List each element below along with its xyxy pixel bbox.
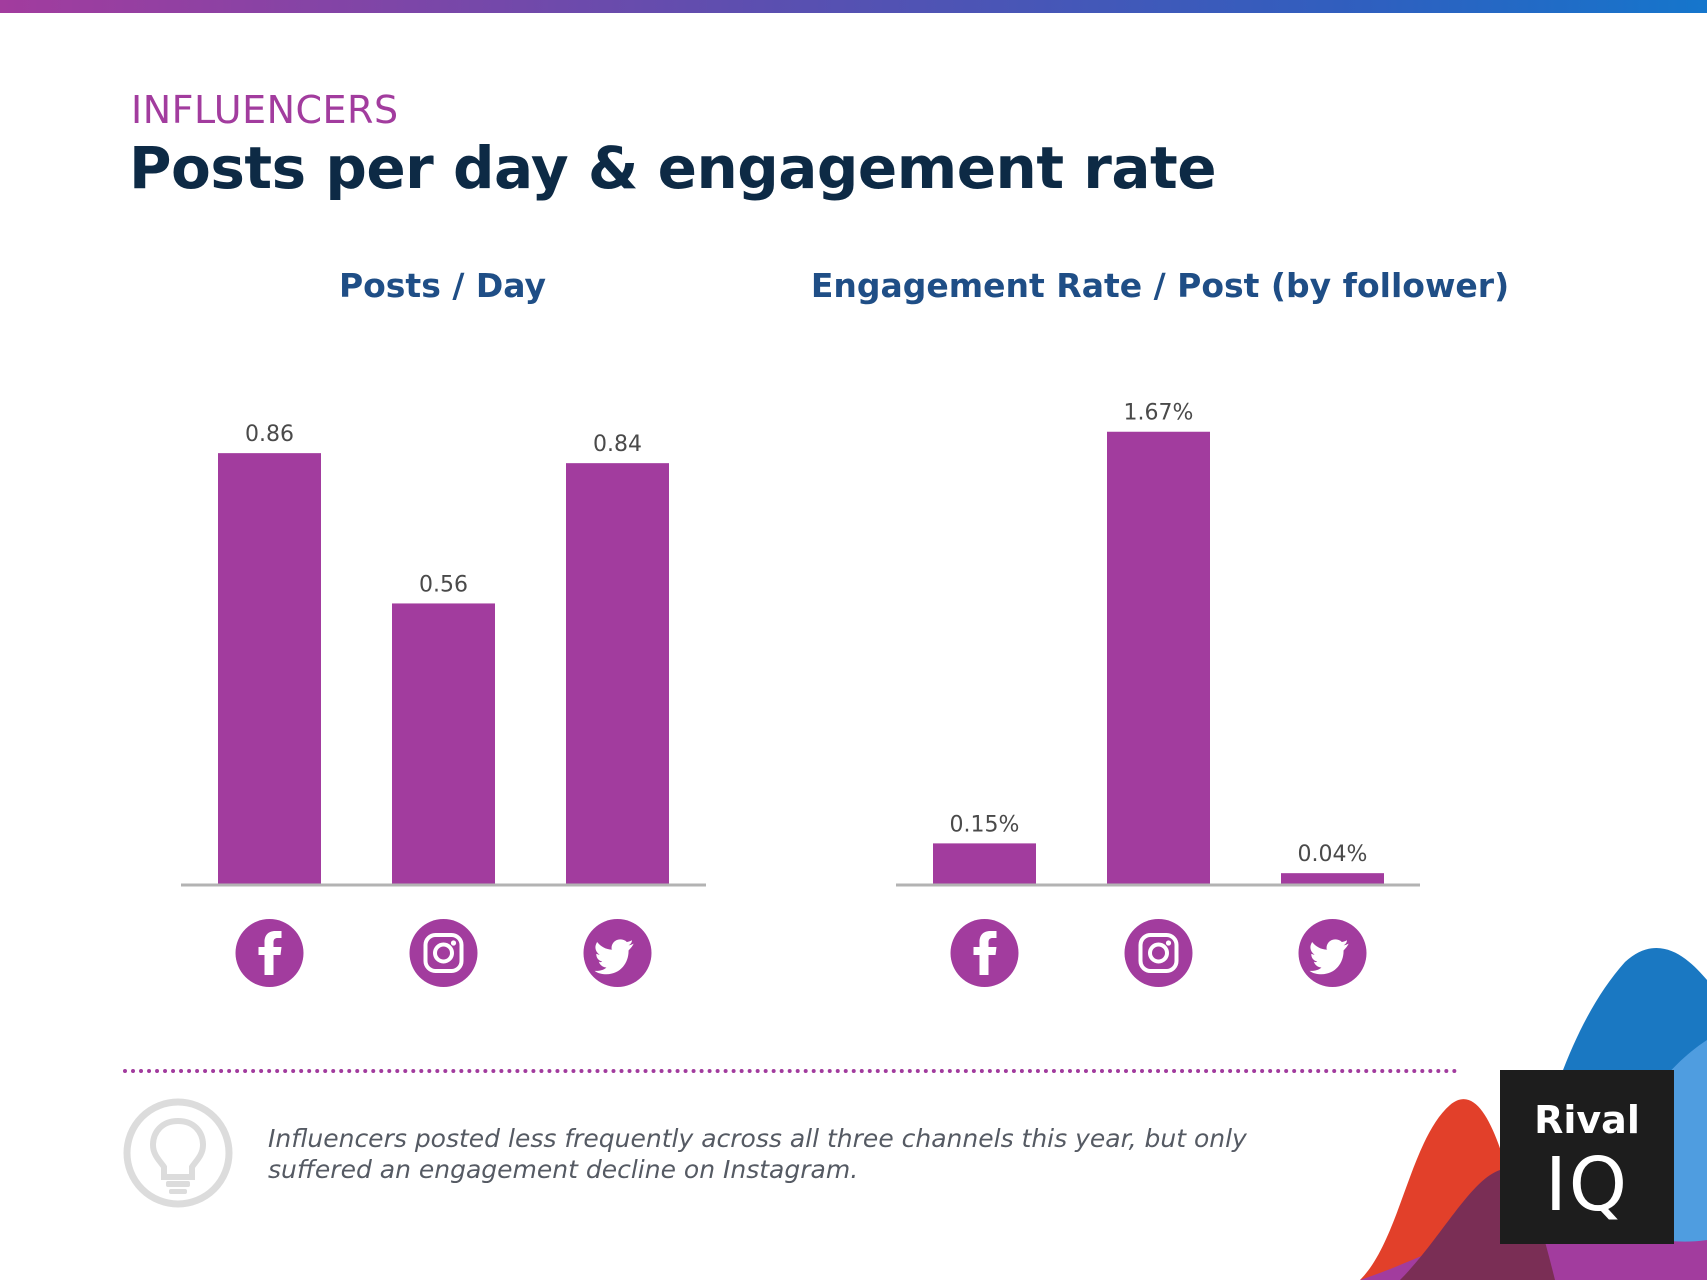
- instagram-icon: [409, 919, 478, 987]
- bar-1-instagram: [1107, 431, 1210, 884]
- logo-text-rival: Rival: [1534, 1098, 1640, 1142]
- logo-text-iq: IQ: [1544, 1142, 1630, 1228]
- data-label-0-2: 0.84: [593, 432, 642, 457]
- bar-0-instagram: [392, 603, 495, 884]
- top-gradient-bar: [0, 0, 1707, 13]
- bar-0-facebook: [218, 453, 321, 884]
- bar-1-facebook: [933, 843, 1036, 884]
- dotted-divider: [123, 1069, 1458, 1073]
- rival-iq-logo: Rival IQ: [1500, 1070, 1674, 1244]
- data-label-0-0: 0.86: [245, 422, 294, 447]
- facebook-icon: [950, 919, 1019, 987]
- data-label-1-2: 0.04%: [1298, 842, 1368, 867]
- data-label-1-0: 0.15%: [950, 812, 1020, 837]
- chart-title-posts-per-day: Posts / Day: [338, 266, 547, 305]
- page-title: Posts per day & engagement rate: [129, 134, 1217, 202]
- twitter-icon: [583, 919, 652, 987]
- facebook-icon: [235, 919, 304, 987]
- data-label-0-1: 0.56: [419, 572, 468, 597]
- bar-1-twitter: [1281, 873, 1384, 884]
- section-kicker: INFLUENCERS: [131, 88, 399, 132]
- lightbulb-icon: [123, 1098, 233, 1208]
- data-label-1-1: 1.67%: [1124, 401, 1194, 426]
- chart-title-engagement-rate: Engagement Rate / Post (by follower): [810, 266, 1510, 305]
- instagram-icon: [1124, 919, 1193, 987]
- bar-charts: 0.86 0.56 0.84 0.15% 1.67% 0.04%: [181, 401, 1420, 987]
- insight-text: Influencers posted less frequently acros…: [268, 1124, 1247, 1184]
- twitter-icon: [1298, 919, 1367, 987]
- bar-0-twitter: [566, 463, 669, 884]
